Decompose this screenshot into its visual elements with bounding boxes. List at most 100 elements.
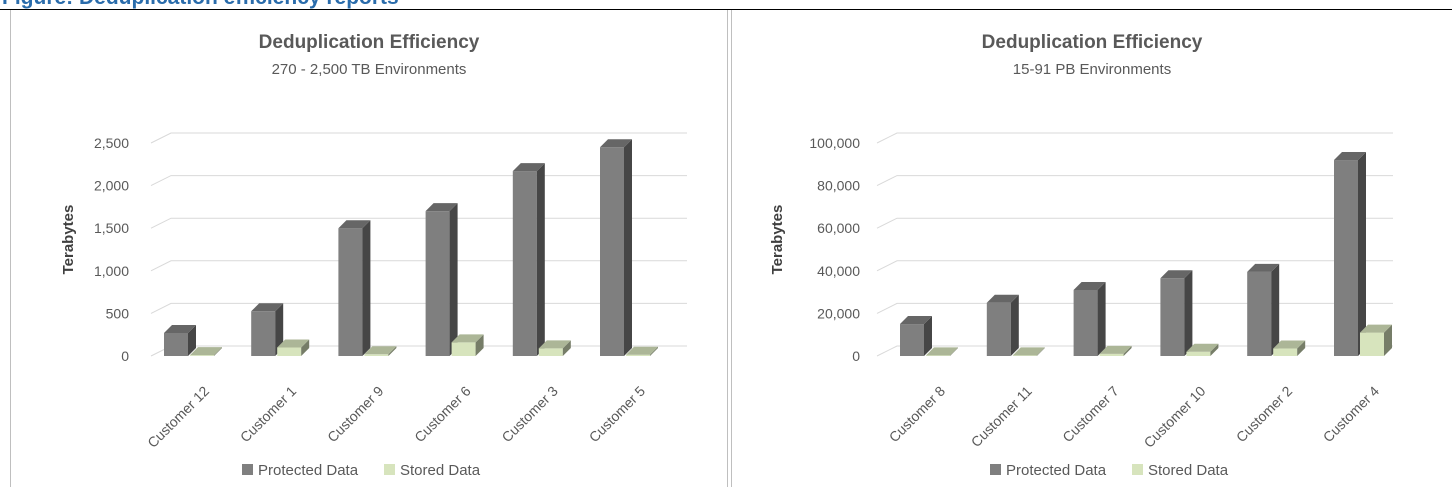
bar-top <box>164 324 196 333</box>
bar-front <box>1360 332 1384 356</box>
bar-side <box>1010 294 1019 356</box>
legend-label: Protected Data <box>258 462 359 479</box>
bar-top <box>190 347 222 356</box>
bar-front <box>986 302 1011 356</box>
bar-side <box>1184 270 1193 356</box>
bar-side <box>388 346 397 356</box>
gridline <box>876 132 1393 144</box>
bar-front <box>451 342 476 356</box>
figure-caption: Figure: Deduplication efficiency reports <box>2 0 399 9</box>
bar-stored <box>451 334 484 356</box>
bar-top <box>538 340 571 349</box>
y-axis-label: Terabytes <box>60 205 77 275</box>
bar-top <box>1334 152 1366 161</box>
bar-top <box>1186 343 1219 352</box>
bar-top <box>1099 345 1132 354</box>
bar-top <box>926 347 958 356</box>
bar-protected <box>900 316 932 356</box>
legend-swatch <box>990 464 1001 475</box>
legend-label: Stored Data <box>1148 462 1229 479</box>
bar-protected <box>1334 152 1366 356</box>
bar-front <box>512 171 537 356</box>
x-tick-label: Customer 1 <box>237 383 300 446</box>
bar-front <box>251 311 276 356</box>
bar-side <box>1297 340 1306 356</box>
bar-top <box>277 339 310 348</box>
y-tick-label: 500 <box>106 305 130 321</box>
chart-title: Deduplication Efficiency <box>259 32 480 53</box>
x-tick-label: Customer 10 <box>1141 383 1209 451</box>
chart-subtitle: 270 - 2,500 TB Environments <box>272 61 467 78</box>
bar-top <box>364 346 397 355</box>
bar-side <box>301 339 310 356</box>
bar-side <box>1097 281 1106 356</box>
bar-protected <box>251 303 284 356</box>
bar-front <box>538 348 563 356</box>
panel-divider-right <box>731 10 732 487</box>
bar-front <box>1186 351 1211 356</box>
bar-front <box>164 332 188 356</box>
y-tick-label: 80,000 <box>817 178 860 194</box>
x-tick-label: Customer 11 <box>968 383 1035 450</box>
bar-top <box>1073 281 1106 290</box>
bar-protected <box>512 163 545 356</box>
bar-side <box>214 347 222 356</box>
bar-stored <box>190 347 222 356</box>
y-tick-label: 100,000 <box>809 135 860 151</box>
x-tick-label: Customer 3 <box>498 383 561 446</box>
bar-side <box>950 347 958 356</box>
bar-front <box>364 354 389 356</box>
x-tick-label: Customer 2 <box>1233 383 1296 446</box>
bar-front <box>1012 355 1037 356</box>
y-tick-label: 1,500 <box>94 220 129 236</box>
bar-stored <box>1186 343 1219 356</box>
bar-top <box>900 316 932 325</box>
bar-front <box>926 355 950 356</box>
bar-front <box>626 354 650 356</box>
bar-top <box>251 303 284 312</box>
bar-top <box>451 334 484 343</box>
bar-side <box>362 220 371 356</box>
bar-side <box>1358 152 1366 356</box>
figure-caption-clip: Figure: Deduplication efficiency reports <box>0 0 1452 9</box>
gridline <box>876 345 1393 357</box>
bar-top <box>626 346 658 355</box>
x-tick-label: Customer 7 <box>1059 383 1122 446</box>
bar-protected <box>164 324 196 356</box>
gridline <box>150 132 687 144</box>
bar-front <box>1247 271 1272 356</box>
bar-side <box>624 139 632 356</box>
bar-top <box>986 294 1019 303</box>
x-tick-label: Customer 4 <box>1320 383 1383 446</box>
bar-side <box>924 316 932 356</box>
chart-left: Deduplication Efficiency 270 - 2,500 TB E… <box>60 32 687 479</box>
legend-label: Protected Data <box>1006 462 1107 479</box>
legend-label: Stored Data <box>400 462 481 479</box>
bar-protected <box>338 220 371 356</box>
bar-top <box>1273 340 1306 349</box>
chart-subtitle: 15-91 PB Environments <box>1013 61 1171 78</box>
bar-stored <box>1273 340 1306 356</box>
bar-front <box>1073 289 1098 356</box>
legend-swatch <box>242 464 253 475</box>
gridline <box>876 302 1393 314</box>
legend-item-stored: Stored Data <box>384 462 481 479</box>
y-tick-label: 0 <box>852 348 860 364</box>
bar-side <box>188 324 196 356</box>
bar-stored <box>1360 324 1392 356</box>
bar-top <box>338 220 371 229</box>
y-tick-label: 0 <box>121 348 129 364</box>
legend-item-stored: Stored Data <box>1132 462 1229 479</box>
panel-divider-left <box>727 10 728 487</box>
y-tick-label: 1,000 <box>94 263 129 279</box>
bar-stored <box>538 340 571 356</box>
bar-side <box>1123 345 1132 356</box>
y-tick-label: 60,000 <box>817 220 860 236</box>
bar-top <box>1360 324 1392 333</box>
bar-stored <box>926 347 958 356</box>
bar-front <box>277 347 302 356</box>
bar-side <box>650 346 658 356</box>
bar-side <box>275 303 284 356</box>
bar-stored <box>364 346 397 356</box>
bar-top <box>512 163 545 172</box>
